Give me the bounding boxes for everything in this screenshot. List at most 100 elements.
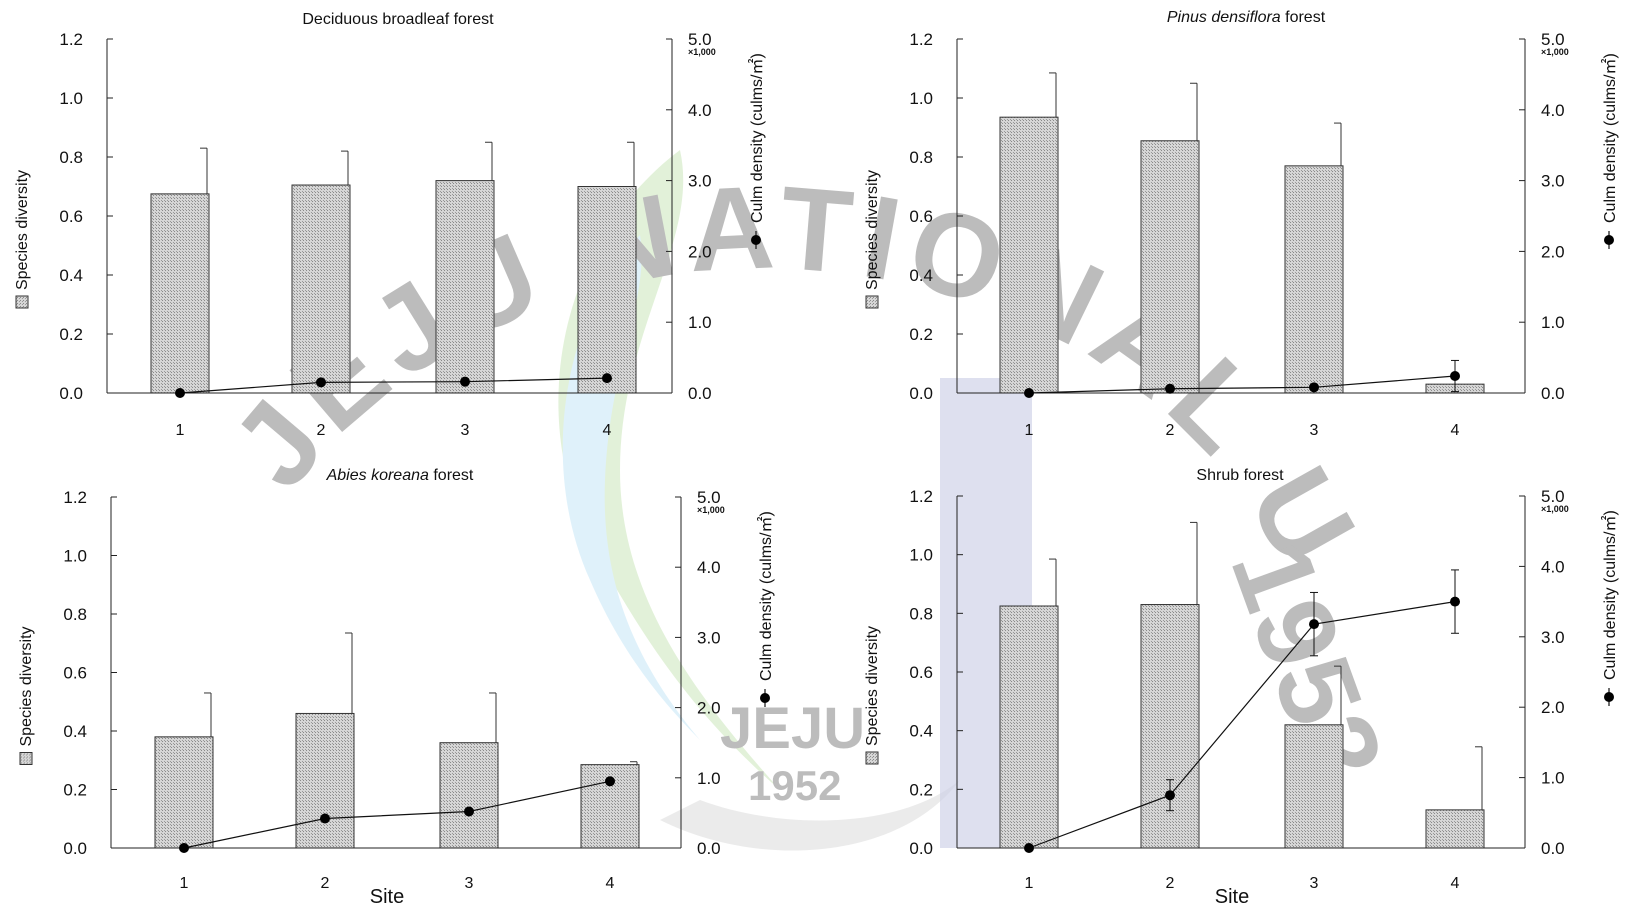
x-tick-label: 3	[461, 422, 470, 439]
culm-density-point-site-4	[605, 776, 615, 787]
right-axis-multiplier: ×1,000	[697, 505, 725, 515]
right-tick-label: 3.0	[1541, 172, 1565, 191]
right-axis-legend: Culm density (culms/㎡)	[748, 53, 766, 249]
culm-density-point-site-2	[1165, 790, 1175, 801]
left-tick-label: 0.2	[909, 780, 933, 799]
x-tick-label: 1	[176, 422, 185, 439]
chart-panels: Deciduous broadleaf forest 0.0 0.2 0.4 0.6 0.…	[14, 9, 1619, 908]
left-tick-label: 0.8	[909, 604, 933, 623]
right-axis-label: Culm density (culms/㎡)	[748, 53, 766, 223]
left-tick-label: 1.0	[63, 547, 87, 566]
left-tick-label: 0.4	[909, 722, 933, 741]
left-tick-label: 1.0	[909, 546, 933, 565]
culm-density-point-site-3	[1309, 382, 1319, 393]
left-tick-label: 0.6	[909, 663, 933, 682]
x-tick-label: 4	[1451, 875, 1460, 892]
culm-density-point-site-4	[1450, 596, 1460, 607]
culm-density-line	[1028, 601, 1456, 849]
left-tick-label: 1.2	[909, 30, 933, 49]
bar-site-3	[1284, 165, 1344, 394]
legend-bar-symbol	[865, 295, 879, 309]
left-tick-label: 0.6	[63, 664, 87, 683]
culm-density-point-site-2	[1165, 383, 1175, 394]
bar-site-2	[1140, 604, 1200, 849]
left-axis-label: Species diversity	[18, 626, 35, 746]
left-tick-label: 0.8	[59, 148, 83, 167]
left-tick-label: 0.0	[909, 839, 933, 858]
chart-panel-1: Deciduous broadleaf forest 0.0 0.2 0.4 0.6 0.…	[14, 11, 766, 439]
culm-density-point-site-4	[1450, 371, 1460, 382]
chart-title-italic: Abies koreana	[326, 467, 429, 484]
chart-title: Abies koreana forest	[326, 467, 474, 484]
x-axis-label: Site	[1215, 886, 1249, 908]
right-tick-label: 0.0	[1541, 839, 1565, 858]
chart-panel-3: Abies koreana forest 0.0 0.2 0.4 0.6 0.8 1.0 1.…	[18, 467, 775, 908]
right-axis-legend: Culm density (culms/㎡)	[757, 511, 775, 707]
right-axis-multiplier: ×1,000	[688, 47, 716, 57]
left-tick-label: 0.8	[63, 605, 87, 624]
x-tick-label: 3	[465, 875, 474, 892]
culm-density-point-site-3	[464, 806, 474, 817]
chart-title: Pinus densiflora forest	[1167, 9, 1326, 26]
legend-dot-symbol	[1604, 692, 1614, 702]
right-tick-label: 5.0	[1541, 487, 1565, 506]
x-tick-label: 4	[606, 875, 615, 892]
right-tick-label: 5.0	[697, 488, 721, 507]
right-axis-multiplier: ×1,000	[1541, 504, 1569, 514]
right-tick-label: 5.0	[1541, 30, 1565, 49]
left-tick-label: 1.0	[909, 89, 933, 108]
legend-dot-symbol	[760, 693, 770, 703]
right-tick-label: 1.0	[688, 313, 712, 332]
culm-density-point-site-1	[175, 388, 185, 398]
bar-site-3	[435, 180, 495, 394]
x-tick-label: 1	[1025, 875, 1034, 892]
left-tick-label: 0.4	[909, 266, 933, 285]
right-tick-label: 2.0	[1541, 242, 1565, 261]
culm-density-point-site-4	[602, 373, 612, 384]
bar-site-1	[154, 736, 214, 849]
right-axis-legend: Culm density (culms/㎡)	[1601, 510, 1619, 706]
left-tick-label: 0.0	[59, 384, 83, 403]
watermark-logo-text: JEJU	[720, 696, 865, 761]
culm-density-point-site-3	[1309, 619, 1319, 630]
left-tick-label: 0.0	[909, 384, 933, 403]
x-tick-label: 1	[1025, 422, 1034, 439]
chart-title-italic: Pinus densiflora	[1167, 9, 1281, 26]
left-axis-label: Species diversity	[864, 170, 881, 290]
chart-panel-4: Shrub forest 0.0 0.2 0.4 0.6 0.8 1.0 1.2 0.0 1.0 2…	[864, 467, 1619, 908]
culm-density-point-site-3	[460, 376, 470, 387]
legend-dot-symbol	[751, 235, 761, 245]
right-tick-label: 2.0	[688, 242, 712, 261]
left-tick-label: 0.2	[63, 781, 87, 800]
culm-density-point-site-2	[320, 813, 330, 824]
left-tick-label: 1.2	[63, 488, 87, 507]
culm-density-line	[183, 780, 611, 849]
left-tick-label: 0.2	[59, 325, 83, 344]
right-axis-label: Culm density (culms/㎡)	[1601, 510, 1619, 680]
bar-site-4	[1425, 809, 1485, 849]
bar-site-4	[577, 186, 637, 394]
right-tick-label: 1.0	[1541, 313, 1565, 332]
right-tick-label: 0.0	[688, 384, 712, 403]
right-tick-label: 3.0	[697, 628, 721, 647]
x-tick-label: 2	[317, 422, 326, 439]
right-tick-label: 0.0	[697, 839, 721, 858]
culm-density-line	[179, 377, 608, 394]
legend-dot-symbol	[1604, 235, 1614, 245]
chart-title-rest: Shrub forest	[1196, 467, 1284, 484]
right-tick-label: 4.0	[1541, 101, 1565, 120]
legend-bar-symbol	[865, 751, 879, 765]
left-tick-label: 0.6	[59, 207, 83, 226]
left-tick-label: 0.6	[909, 207, 933, 226]
right-tick-label: 4.0	[697, 558, 721, 577]
bar-site-1	[150, 193, 210, 394]
right-axis-label: Culm density (culms/㎡)	[757, 511, 775, 681]
x-tick-label: 2	[1166, 422, 1175, 439]
right-tick-label: 3.0	[688, 172, 712, 191]
bar-site-2	[291, 184, 351, 394]
chart-panel-2: Pinus densiflora forest 0.0 0.2 0.4 0.6 0.8 1.…	[864, 9, 1619, 439]
left-axis-legend: Species diversity	[18, 626, 35, 765]
bar-site-1	[999, 116, 1059, 394]
right-tick-label: 4.0	[688, 101, 712, 120]
